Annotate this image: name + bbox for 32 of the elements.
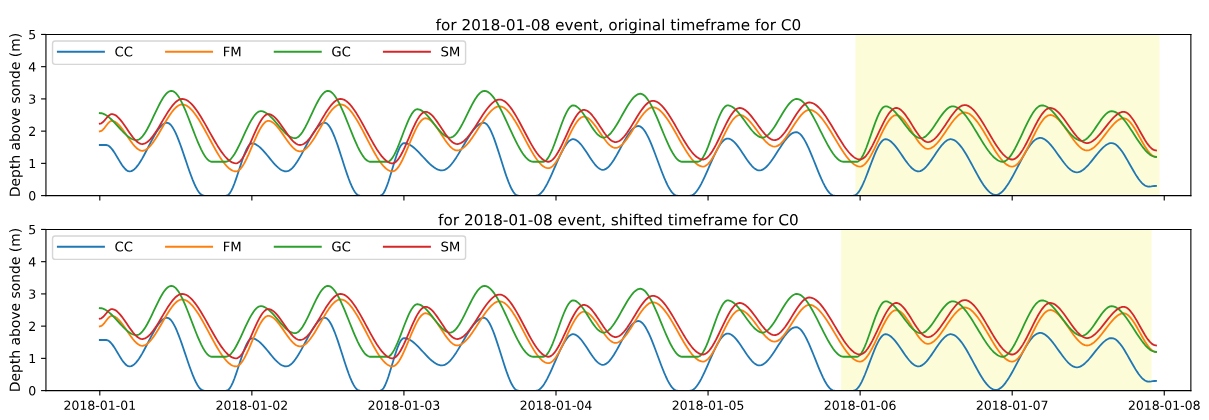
y-tick-label: 0 [29,386,36,396]
y-tick-label: 3 [29,94,36,104]
legend-label: GC [332,241,351,252]
x-tick-label: 2018-01-06 [824,400,896,410]
legend-label: CC [115,241,133,252]
legend-label: FM [224,241,241,252]
y-tick-label: 1 [29,354,36,364]
y-axis-title: Depth above sonde (m) [9,34,23,196]
legend-label: FM [224,46,241,57]
y-tick-label: 5 [29,30,36,40]
chart-title: for 2018-01-08 event, shifted timeframe for C0 [438,213,798,228]
legend-label: SM [441,46,460,57]
x-tick-label: 2018-01-03 [368,400,440,410]
y-tick-label: 1 [29,159,36,169]
y-tick-label: 2 [29,126,35,136]
x-tick-label: 2018-01-01 [64,400,135,410]
x-tick-label: 2018-01-04 [520,400,592,410]
chart-title: for 2018-01-08 event, original timeframe for C0 [435,18,801,34]
y-tick-label: 5 [29,225,36,235]
y-axis-title: Depth above sonde (m) [9,229,23,391]
legend-label: CC [115,46,133,57]
y-tick-label: 2 [29,321,35,331]
x-tick-label: 2018-01-08 [1128,400,1200,410]
x-tick-label: 2018-01-07 [976,400,1048,410]
y-tick-label: 4 [28,62,36,72]
y-tick-label: 3 [29,289,36,299]
x-tick-label: 2018-01-05 [672,400,744,410]
x-tick-label: 2018-01-02 [216,400,287,410]
y-tick-label: 4 [28,257,36,267]
legend-label: GC [332,46,351,57]
legend-label: SM [441,241,460,252]
y-tick-label: 0 [29,191,36,201]
